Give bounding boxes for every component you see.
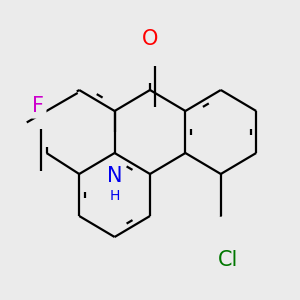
Text: H: H	[110, 189, 120, 203]
Text: Cl: Cl	[218, 250, 238, 269]
Text: F: F	[32, 97, 44, 116]
Text: N: N	[107, 166, 122, 185]
Text: O: O	[142, 29, 158, 49]
